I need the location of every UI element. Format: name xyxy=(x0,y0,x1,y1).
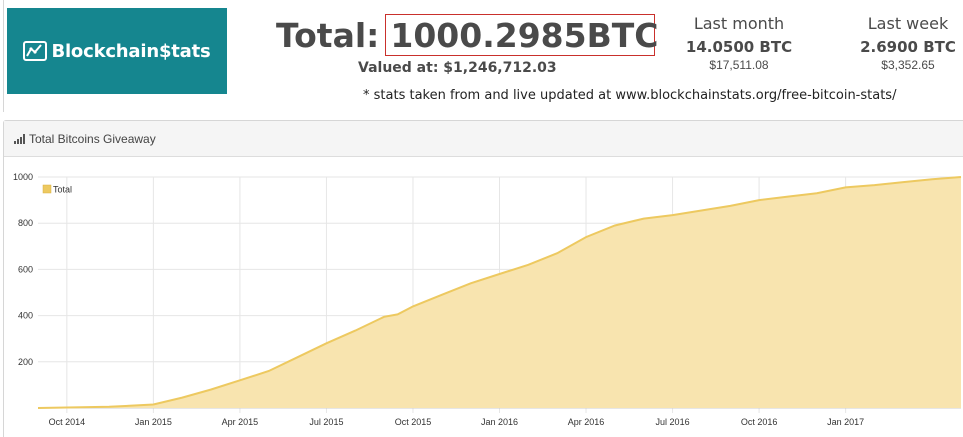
x-tick-label: Oct 2014 xyxy=(49,417,86,427)
last-week-stat: Last week 2.6900 BTC $3,352.65 xyxy=(855,14,961,72)
legend-label-total: Total xyxy=(53,185,72,195)
x-tick-label: Jul 2015 xyxy=(309,417,343,427)
panel-title: Total Bitcoins Giveaway xyxy=(29,131,156,146)
x-tick-label: Jan 2015 xyxy=(135,417,172,427)
line-chart-icon xyxy=(23,41,48,61)
last-week-btc: 2.6900 BTC xyxy=(860,38,956,56)
total-series-line xyxy=(37,176,962,409)
x-tick-label: Jul 2016 xyxy=(656,417,690,427)
total-summary: Total: 1000.2985BTC xyxy=(276,14,658,56)
y-tick-label: 800 xyxy=(18,218,33,228)
panel-heading: Total Bitcoins Giveaway xyxy=(4,121,963,157)
stats-source-note: * stats taken from and live updated at w… xyxy=(363,88,897,103)
x-tick-label: Apr 2016 xyxy=(568,417,605,427)
last-month-btc: 14.0500 BTC xyxy=(685,38,793,56)
last-week-label: Last week xyxy=(867,14,949,33)
y-tick-label: 400 xyxy=(18,311,33,321)
last-month-stat: Last month 14.0500 BTC $17,511.08 xyxy=(680,14,798,72)
last-month-usd: $17,511.08 xyxy=(709,58,769,72)
total-label: Total: xyxy=(276,15,380,55)
total-btc-value: 1000.2985BTC xyxy=(385,14,658,56)
header-divider xyxy=(3,0,4,112)
legend-swatch-total xyxy=(42,184,52,194)
x-tick-label: Jan 2017 xyxy=(827,417,864,427)
blockchainstats-logo[interactable]: Blockchain$tats xyxy=(7,8,227,94)
x-tick-label: Apr 2015 xyxy=(222,417,259,427)
valued-at: Valued at: $1,246,712.03 xyxy=(358,60,557,76)
logo-inner: Blockchain$tats xyxy=(23,40,211,62)
y-tick-label: 1000 xyxy=(13,172,33,182)
stats-header: Blockchain$tats Total: 1000.2985BTC Valu… xyxy=(0,0,963,112)
total-series-area xyxy=(38,177,961,408)
bar-chart-icon xyxy=(14,133,25,144)
logo-text: Blockchain$tats xyxy=(51,40,211,62)
last-month-label: Last month xyxy=(693,14,785,33)
x-tick-label: Oct 2015 xyxy=(395,417,432,427)
x-tick-label: Jan 2016 xyxy=(481,417,518,427)
y-tick-label: 600 xyxy=(18,264,33,274)
y-tick-label: 200 xyxy=(18,357,33,367)
x-tick-label: Oct 2016 xyxy=(741,417,778,427)
last-week-usd: $3,352.65 xyxy=(881,58,935,72)
